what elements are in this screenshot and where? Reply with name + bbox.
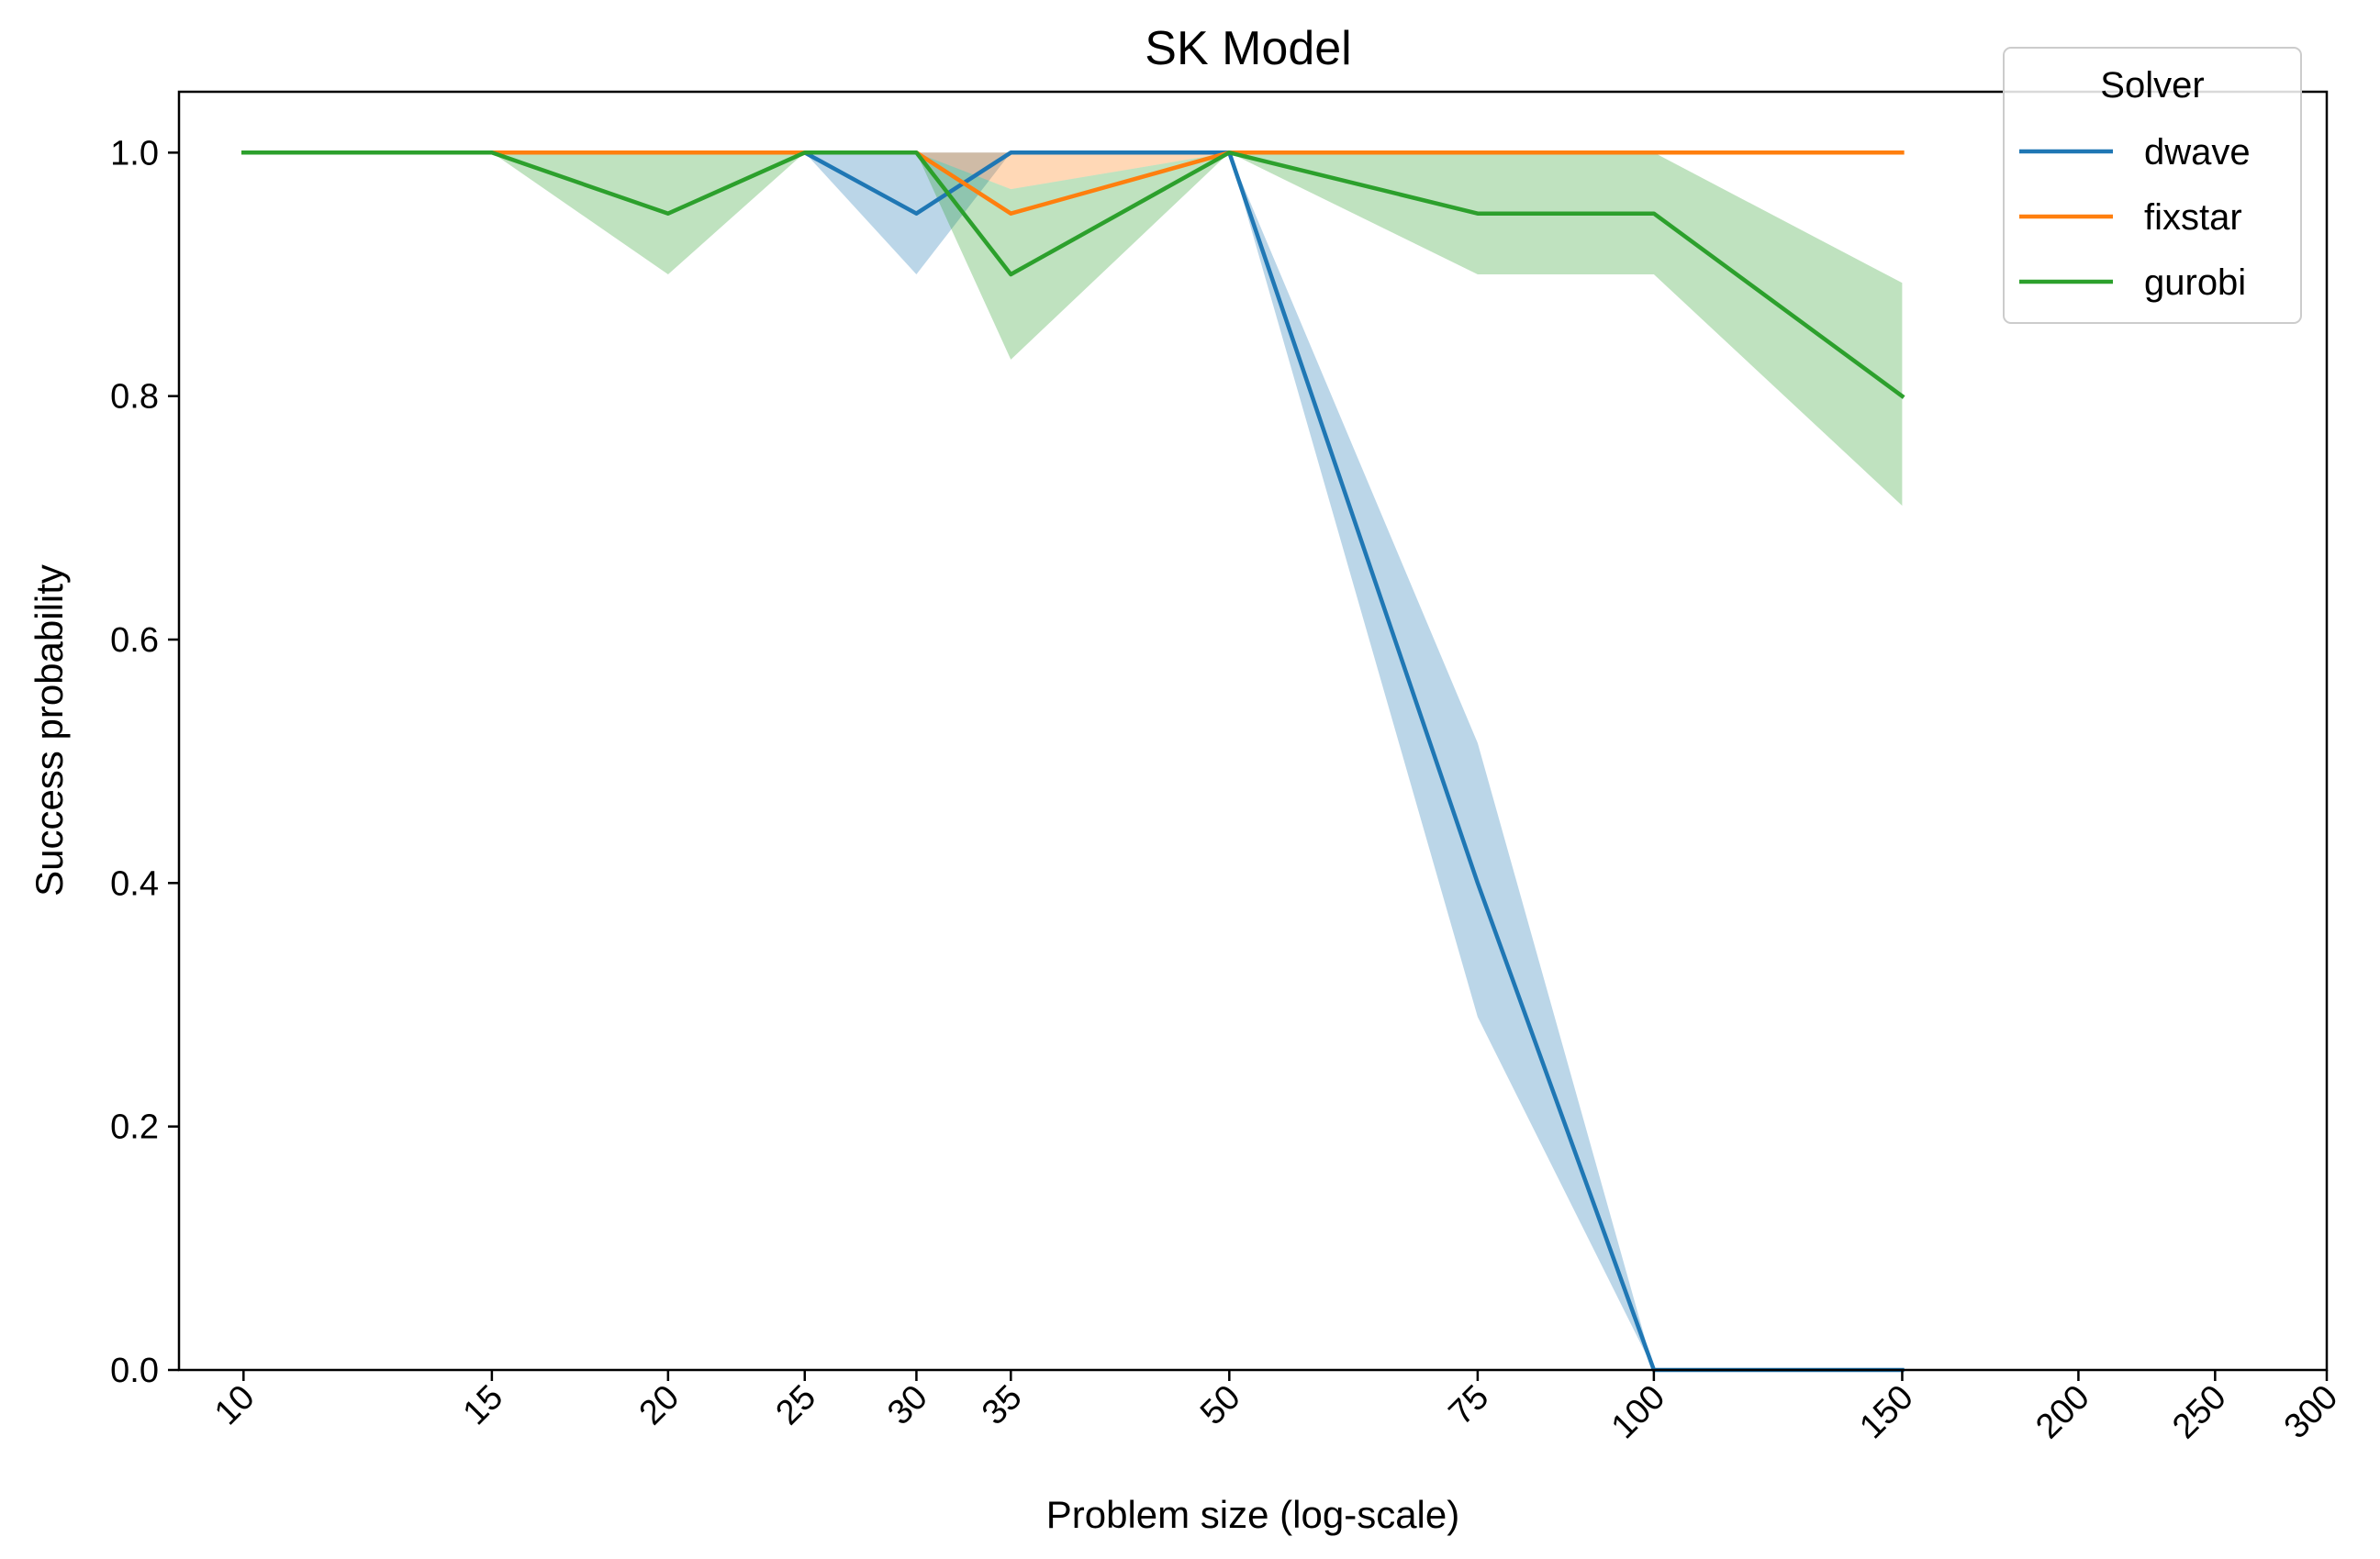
legend-frame: [2003, 47, 2302, 324]
y-tick-label: 1.0: [110, 134, 159, 173]
x-tick-label: 300: [2277, 1378, 2346, 1447]
x-tick-label: 30: [880, 1378, 935, 1433]
legend-label-fixstar: fixstar: [2144, 197, 2242, 238]
band-fixstar: [243, 152, 1903, 190]
y-axis-label: Success probability: [28, 564, 71, 896]
x-tick-label: 35: [975, 1378, 1030, 1433]
x-tick-label: 150: [1852, 1378, 1921, 1447]
series-line-dwave: [241, 150, 1905, 1373]
x-tick-label: 10: [207, 1378, 263, 1433]
legend-label-gurobi: gurobi: [2144, 262, 2246, 303]
legend-title: Solver: [2100, 65, 2204, 106]
chart-title: SK Model: [1145, 22, 1351, 75]
y-tick-label: 0.4: [110, 864, 159, 903]
band-dwave: [243, 152, 1903, 1370]
x-tick-label: 20: [632, 1378, 687, 1433]
legend: Solver dwave fixstar gurobi: [2003, 47, 2302, 324]
x-tick-label: 100: [1604, 1378, 1673, 1447]
series-line-gurobi: [241, 150, 1905, 399]
y-axis: 0.0 0.2 0.4 0.6 0.8 1.0: [110, 134, 179, 1390]
y-tick-label: 0.0: [110, 1352, 159, 1390]
plot-area-frame: [177, 90, 2329, 1372]
x-tick-label: 50: [1193, 1378, 1248, 1433]
legend-items: dwave fixstar gurobi: [2019, 132, 2251, 303]
band-gurobi: [243, 152, 1903, 507]
x-tick-label: 75: [1442, 1378, 1497, 1433]
series-line-fixstar: [241, 150, 1905, 216]
confidence-bands: [243, 152, 1903, 1370]
x-tick-label: 25: [769, 1378, 824, 1433]
x-tick-label: 15: [456, 1378, 511, 1433]
x-tick-label: 200: [2028, 1378, 2097, 1447]
y-tick-label: 0.6: [110, 621, 159, 660]
x-axis: 10 15 20 25 30 35 50 75 100 150 200 250 300: [207, 1370, 2345, 1446]
y-tick-label: 0.8: [110, 378, 159, 417]
series-lines: [241, 150, 1905, 1373]
y-tick-label: 0.2: [110, 1108, 159, 1147]
x-axis-label: Problem size (log-scale): [1046, 1493, 1459, 1536]
legend-label-dwave: dwave: [2144, 132, 2251, 173]
x-tick-label: 250: [2165, 1378, 2234, 1447]
